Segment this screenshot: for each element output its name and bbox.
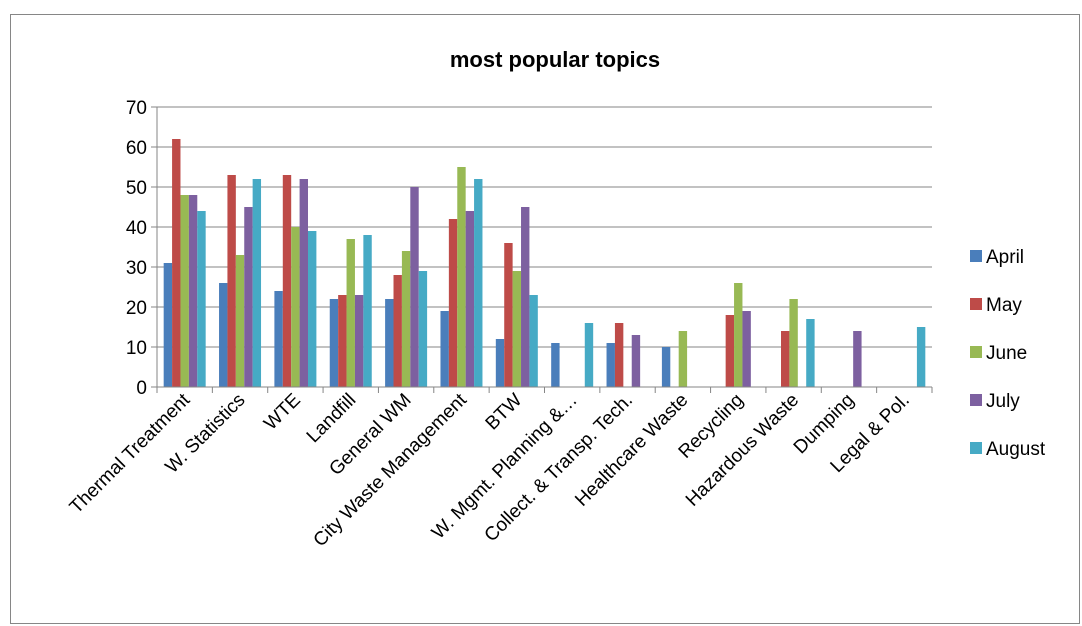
bar [781,331,790,387]
legend: April May June July August [970,247,1046,460]
bar [465,211,475,387]
bar [401,251,411,387]
y-tick-label: 0 [136,378,147,399]
gridlines [157,106,932,348]
bar [180,195,189,387]
bar [338,295,347,387]
bar [244,207,253,387]
bar [521,207,530,387]
legend-swatch [970,442,982,454]
y-tick-label: 20 [126,298,147,319]
bar [448,219,458,387]
bar [725,315,735,387]
bar [227,175,236,387]
x-tick-label: BTW [482,390,527,435]
legend-swatch [970,298,982,310]
bar [495,339,505,387]
bar [188,195,198,387]
bar [393,275,402,387]
bar [789,299,798,387]
bar [163,263,173,387]
bar [504,243,513,387]
bar [661,347,671,387]
bar [551,343,560,387]
y-tick-label: 50 [126,178,147,199]
bar [197,211,206,387]
bar [291,227,300,387]
chart-title: most popular topics [450,47,660,72]
legend-label: May [986,295,1022,316]
bar [346,239,355,387]
bar [410,187,419,387]
bar [512,271,522,387]
bars [163,139,926,387]
x-tick-label: WTE [260,390,305,435]
chart-canvas: most popular topics 0 10 20 30 40 50 60 70 Ther… [66,47,1046,551]
bar [734,283,743,387]
bar [299,179,308,387]
bar [474,179,483,387]
bar [457,167,466,387]
legend-swatch [970,394,982,406]
y-tick-label: 40 [126,218,147,239]
bar [440,311,449,387]
legend-label: April [986,247,1024,268]
bar [363,235,372,387]
legend-label: July [986,391,1020,412]
bar [274,291,283,387]
bar [916,327,926,387]
y-axis: 0 10 20 30 40 50 60 70 [126,98,158,399]
bar [678,331,688,387]
bar [742,311,751,387]
bar [584,323,594,387]
bar [418,271,428,387]
chart-area: most popular topics 0 10 20 30 40 50 60 70 Ther… [10,14,1080,624]
bar [235,255,245,387]
y-tick-label: 10 [126,338,147,359]
y-tick-label: 60 [126,138,147,159]
bar [282,175,292,387]
bar [252,179,262,387]
bar [606,343,615,387]
legend-swatch [970,250,982,262]
bar [354,295,364,387]
y-tick-label: 70 [126,98,147,119]
bar [529,295,538,387]
bar [329,299,339,387]
bar [385,299,394,387]
bar [614,323,624,387]
bar [853,331,862,387]
bar [806,319,815,387]
bar [307,231,317,387]
legend-swatch [970,346,982,358]
legend-label: June [986,343,1027,364]
y-tick-label: 30 [126,258,147,279]
bar [172,139,181,387]
legend-label: August [986,439,1046,460]
bar [631,335,641,387]
bar [219,283,228,387]
